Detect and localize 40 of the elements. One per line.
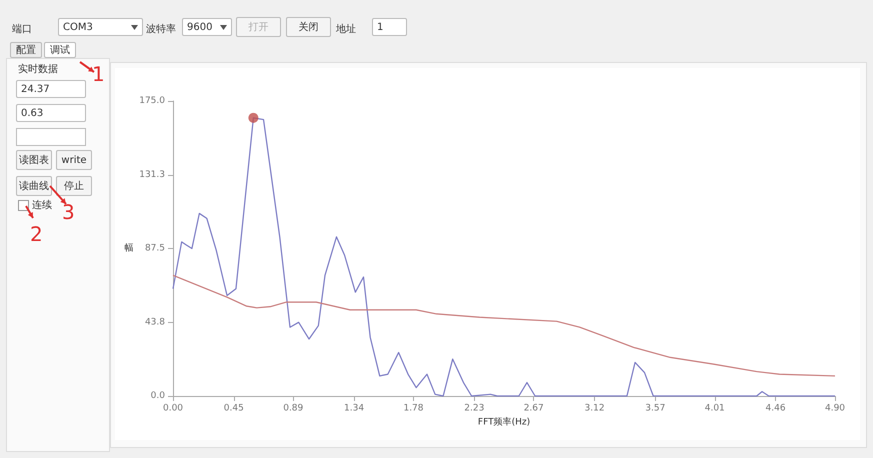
x-tick-label: 3.12 — [584, 404, 605, 414]
y-tick-label: 131.3 — [139, 170, 165, 180]
text: 端口 — [12, 22, 32, 36]
text: 1 — [92, 62, 105, 86]
text: 关闭 — [286, 17, 331, 37]
x-tick-label: 4.90 — [824, 404, 846, 414]
text: 波特率 — [146, 22, 176, 36]
x-axis-title: FFT频率(Hz) — [478, 416, 530, 428]
text: 实时数据 — [18, 62, 58, 76]
text: 配置 — [10, 42, 42, 58]
x-tick-label: 4.46 — [766, 404, 786, 414]
text: 打开 — [236, 17, 281, 37]
text: write — [56, 150, 92, 170]
text: 调试 — [44, 42, 76, 58]
x-tick-label: 2.23 — [464, 404, 484, 414]
text: 9600 — [187, 22, 212, 32]
y-tick-label: 175.0 — [139, 96, 166, 106]
x-tick-label: 3.57 — [645, 404, 666, 414]
x-tick-label: 0.89 — [283, 404, 304, 414]
x-tick-label: 1.78 — [403, 404, 424, 414]
text: 3 — [62, 200, 75, 224]
text: 读曲线 — [16, 176, 52, 196]
y-tick-label: 87.5 — [144, 244, 165, 254]
x-tick-label: 2.67 — [524, 404, 544, 414]
text: COM3 — [63, 22, 93, 32]
text: 24.37 — [16, 80, 86, 98]
y-tick-label: 43.8 — [144, 317, 166, 328]
text: 0.63 — [16, 104, 86, 122]
text: 停止 — [56, 176, 92, 196]
x-tick-label: 0.45 — [224, 404, 244, 414]
text: 1 — [372, 18, 407, 36]
y-axis-title: 幅 — [124, 242, 134, 254]
text: 读图表 — [16, 150, 52, 170]
text: 2 — [30, 222, 43, 246]
text: 地址 — [336, 22, 356, 36]
y-tick-label: 0.0 — [150, 391, 166, 401]
x-tick-label: 1.34 — [344, 404, 364, 414]
x-tick-label: 4.01 — [704, 404, 725, 414]
text: 连续 — [31, 198, 52, 212]
x-tick-label: 0.00 — [162, 404, 184, 414]
